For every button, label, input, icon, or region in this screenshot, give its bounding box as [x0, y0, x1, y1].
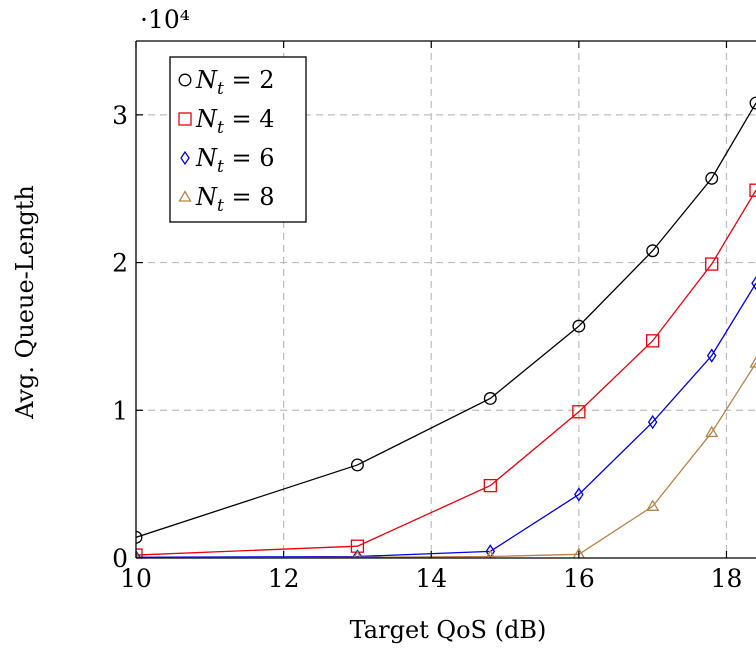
series-4-point	[572, 547, 585, 558]
y-tick-label: 0	[112, 544, 128, 573]
series-3-line	[136, 282, 756, 558]
x-tick-label: 12	[268, 564, 300, 593]
series-4	[136, 356, 756, 558]
series-2-point	[572, 405, 586, 419]
series-1-point	[646, 244, 660, 258]
legend-marker-1	[178, 73, 192, 87]
series-2-point	[646, 334, 660, 348]
series-3-point	[352, 549, 363, 558]
series-1-point	[749, 96, 756, 110]
series-3	[136, 276, 756, 558]
series-4-point	[705, 425, 719, 438]
series-3-point	[574, 487, 584, 502]
legend-marker-3	[180, 150, 190, 166]
series-1-point	[572, 319, 586, 333]
series-4-point	[353, 550, 362, 558]
legend-label-4: Nt = 8	[195, 183, 274, 216]
series-4-point	[646, 499, 660, 511]
series-1	[136, 96, 756, 544]
series-1-point	[483, 392, 497, 405]
series-2-point	[483, 478, 497, 493]
series-2-point	[136, 548, 143, 558]
series-4-point	[749, 356, 756, 368]
series-2-point	[749, 183, 756, 197]
series-3-point	[706, 348, 717, 363]
series-4-line	[136, 362, 756, 558]
series-4-point	[136, 551, 140, 558]
y-scale-exponent: ·10⁴	[140, 5, 190, 34]
series-1-point	[705, 171, 719, 185]
series-1-line	[136, 102, 756, 538]
series-2-line	[136, 189, 756, 556]
legend-label-2: Nt = 4	[195, 105, 274, 138]
y-tick-label: 3	[112, 101, 128, 130]
series-3-point	[136, 550, 141, 558]
x-tick-label: 10	[120, 564, 152, 593]
legend-marker-4	[178, 190, 192, 202]
y-tick-label: 1	[112, 396, 128, 425]
y-axis-title: Avg. Queue-Length	[11, 185, 39, 420]
legend-label-3: Nt = 6	[195, 144, 274, 177]
series-1-point	[350, 458, 364, 472]
series-3-point	[647, 414, 658, 430]
series-2	[136, 183, 756, 558]
x-tick-label: 14	[415, 564, 447, 593]
series-1-point	[136, 530, 143, 544]
legend: Nt = 2 Nt = 4 Nt = 6 Nt = 8	[169, 56, 307, 223]
series-2-point	[705, 257, 719, 271]
series-4-point	[485, 549, 496, 558]
series-3-point	[751, 276, 756, 291]
x-tick-label: 16	[563, 564, 595, 593]
x-tick-label: 18	[711, 564, 743, 593]
legend-box	[169, 56, 307, 223]
legend-marker-2	[178, 112, 192, 126]
x-axis-title: Target QoS (dB)	[350, 616, 547, 644]
legend-label-1: Nt = 2	[195, 66, 274, 99]
y-tick-label: 2	[112, 249, 128, 278]
